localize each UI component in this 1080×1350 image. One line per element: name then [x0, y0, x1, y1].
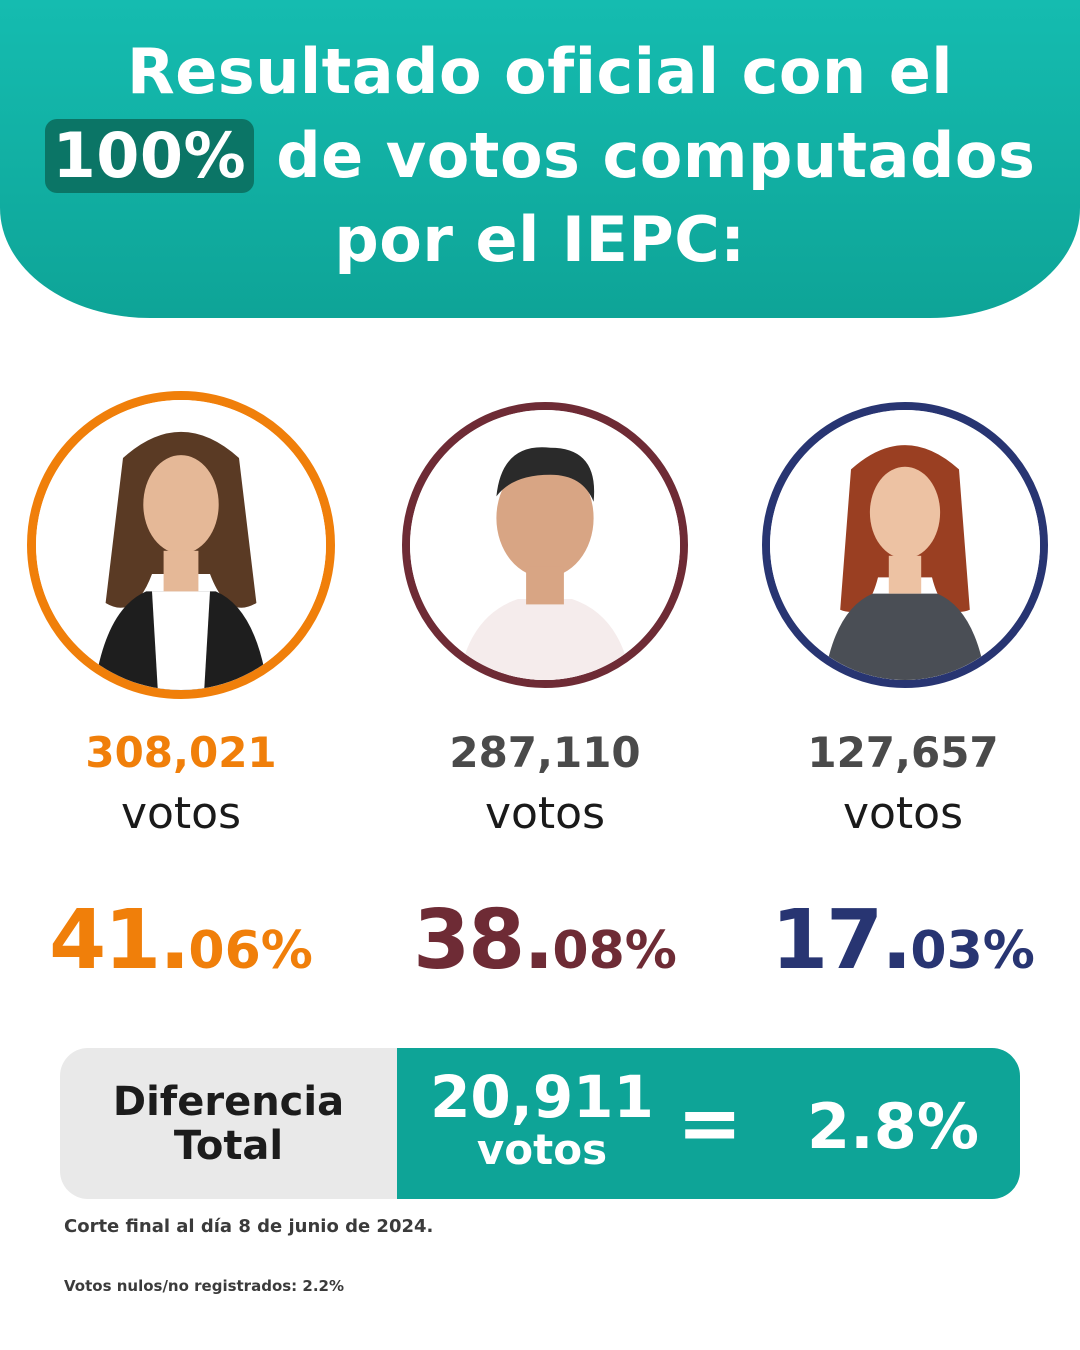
null-votes-note: Votos nulos/no registrados: 2.2%	[64, 1277, 344, 1295]
header-banner: Resultado oficial con el 100% de votos c…	[0, 0, 1080, 318]
candidate-1-percentage: 41.06%	[1, 896, 361, 1008]
candidate-1-pct-int: 41.	[49, 893, 190, 988]
candidate-2-percentage: 38.08%	[365, 896, 725, 1008]
candidate-1-votes: 308,021	[85, 728, 277, 777]
man-portrait-icon	[410, 410, 680, 680]
candidate-2-votes: 287,110	[449, 728, 641, 777]
woman-red-hair-portrait-icon	[770, 410, 1040, 680]
candidate-3-pct-dec: 03%	[910, 921, 1035, 981]
candidate-3-votes-label: votos	[842, 788, 964, 839]
candidate-2-portrait	[402, 402, 688, 688]
difference-value-panel: 20,911 votos = 2.8%	[397, 1048, 1020, 1199]
woman-portrait-icon	[36, 400, 326, 690]
candidate-3-percentage: 17.03%	[723, 896, 1080, 1008]
page-title: Resultado oficial con el 100% de votos c…	[0, 30, 1080, 282]
title-line-1: Resultado oficial con el	[127, 35, 953, 108]
title-highlight-100: 100%	[44, 119, 255, 193]
candidate-1-votes-label: votos	[120, 788, 242, 839]
difference-box: Diferencia Total 20,911 votos = 2.8%	[60, 1048, 1020, 1199]
candidate-3-portrait	[762, 402, 1048, 688]
title-line-2-rest: de votos computados	[276, 119, 1036, 192]
difference-votes-label: votos	[476, 1125, 608, 1174]
candidate-3-votes: 127,657	[807, 728, 999, 777]
cutoff-note: Corte final al día 8 de junio de 2024.	[64, 1216, 434, 1237]
difference-label: Diferencia Total	[60, 1048, 397, 1199]
title-line-2: 100% de votos computados	[0, 114, 1080, 198]
candidate-1-pct-dec: 06%	[188, 921, 313, 981]
candidate-2-pct-int: 38.	[413, 893, 554, 988]
candidate-3-pct-int: 17.	[771, 893, 912, 988]
equals-sign: =	[677, 1079, 743, 1169]
difference-percentage: 2.8%	[807, 1090, 979, 1163]
difference-votes: 20,911 votos	[417, 1066, 667, 1172]
candidate-1-portrait	[27, 391, 335, 699]
candidate-2-votes-label: votos	[484, 788, 606, 839]
difference-votes-number: 20,911	[430, 1063, 654, 1131]
difference-label-line-1: Diferencia	[112, 1078, 345, 1125]
title-line-3: por el IEPC:	[334, 203, 746, 276]
candidate-2-pct-dec: 08%	[552, 921, 677, 981]
difference-label-line-2: Total	[173, 1122, 284, 1169]
